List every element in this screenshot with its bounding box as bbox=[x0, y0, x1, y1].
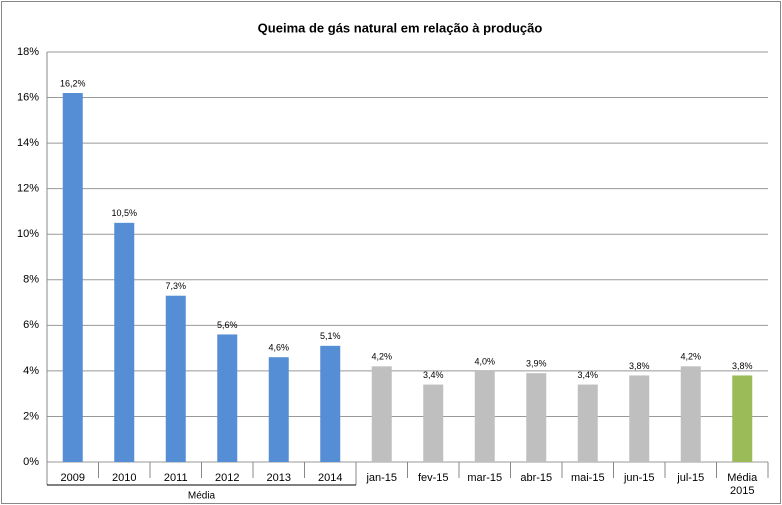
y-tick-label: 12% bbox=[17, 183, 39, 195]
y-tick-label: 16% bbox=[17, 91, 39, 103]
x-tick-label: 2010 bbox=[112, 472, 137, 484]
value-label: 4,6% bbox=[268, 343, 289, 353]
x-tick-label: jan-15 bbox=[366, 472, 398, 484]
x-tick-label: 2009 bbox=[60, 472, 85, 484]
bar bbox=[526, 373, 547, 462]
chart-title: Queima de gás natural em relação à produ… bbox=[258, 20, 543, 35]
value-label: 3,8% bbox=[629, 361, 650, 371]
y-tick-label: 18% bbox=[17, 46, 39, 58]
x-tick-label: mai-15 bbox=[570, 472, 605, 484]
x-tick-label: abr-15 bbox=[520, 472, 553, 484]
value-label: 4,2% bbox=[680, 352, 701, 362]
x-tick-label: 2011 bbox=[163, 472, 188, 484]
y-tick-label: 6% bbox=[23, 319, 39, 331]
bar bbox=[680, 366, 701, 462]
bar bbox=[114, 222, 135, 462]
value-label: 3,8% bbox=[732, 361, 753, 371]
bar bbox=[577, 384, 598, 462]
x-tick-label: 2013 bbox=[266, 472, 291, 484]
x-tick-label: mar-15 bbox=[467, 472, 503, 484]
x-tick-label: jul-15 bbox=[677, 472, 705, 484]
y-tick-label: 14% bbox=[17, 137, 39, 149]
value-label: 7,3% bbox=[165, 281, 186, 291]
y-tick-label: 2% bbox=[23, 410, 39, 422]
value-label: 5,1% bbox=[320, 331, 341, 341]
value-label: 4,2% bbox=[371, 352, 392, 362]
bar bbox=[320, 345, 341, 462]
x-tick-label: jun-15 bbox=[623, 472, 655, 484]
x-tick-label: 2014 bbox=[318, 472, 343, 484]
bar bbox=[165, 295, 186, 462]
y-tick-label: 8% bbox=[23, 274, 39, 286]
bar bbox=[217, 334, 238, 462]
x-tick-label: Média 2015 bbox=[727, 472, 758, 497]
value-label: 3,4% bbox=[423, 370, 444, 380]
bar bbox=[732, 375, 753, 462]
bar bbox=[268, 357, 289, 462]
y-tick-label: 10% bbox=[17, 228, 39, 240]
y-tick-label: 0% bbox=[23, 456, 39, 468]
bar bbox=[629, 375, 650, 462]
value-label: 3,4% bbox=[577, 370, 598, 380]
value-label: 5,6% bbox=[217, 320, 238, 330]
bar bbox=[423, 384, 444, 462]
x-tick-label: fev-15 bbox=[417, 472, 449, 484]
bar bbox=[474, 370, 495, 462]
y-tick-label: 4% bbox=[23, 365, 39, 377]
value-label: 10,5% bbox=[111, 208, 137, 218]
bar bbox=[371, 366, 392, 462]
value-label: 3,9% bbox=[526, 359, 547, 369]
value-label: 16,2% bbox=[60, 78, 86, 88]
x-tick-label: 2012 bbox=[215, 472, 240, 484]
group-label: Média bbox=[188, 491, 216, 502]
bar bbox=[62, 93, 83, 462]
value-label: 4,0% bbox=[474, 356, 495, 366]
